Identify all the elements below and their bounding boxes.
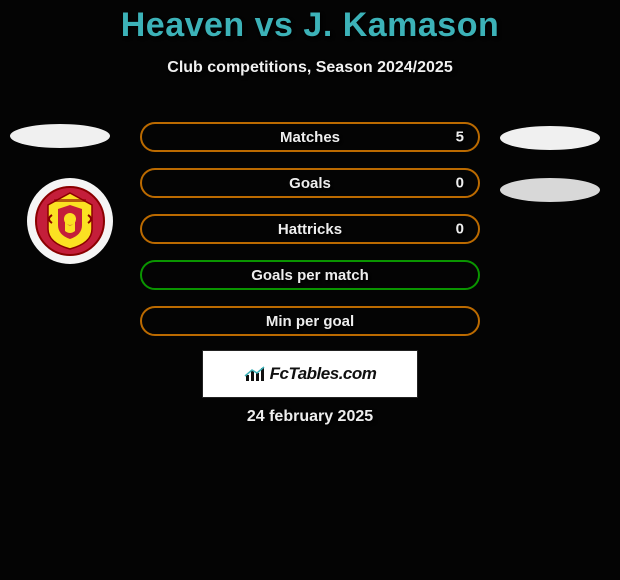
player-right-avatar-placeholder-2: [500, 178, 600, 202]
stat-row: Goals 0: [140, 168, 480, 198]
date-text: 24 february 2025: [0, 408, 620, 426]
stat-row: Min per goal: [140, 306, 480, 336]
stat-label: Goals: [289, 175, 331, 192]
stat-row: Matches 5: [140, 122, 480, 152]
stats-container: Matches 5 Goals 0 Hattricks 0 Goals per …: [140, 122, 480, 352]
stat-pill-matches: Matches 5: [140, 122, 480, 152]
player-left-avatar-placeholder: [10, 124, 110, 148]
bar-chart-icon: [244, 365, 266, 383]
stat-pill-min-per-goal: Min per goal: [140, 306, 480, 336]
stat-label: Goals per match: [251, 267, 369, 284]
stat-label: Min per goal: [266, 313, 354, 330]
logo-text: FcTables.com: [270, 364, 377, 384]
page-title: Heaven vs J. Kamason: [0, 0, 620, 45]
stat-pill-goals-per-match: Goals per match: [140, 260, 480, 290]
stat-row: Hattricks 0: [140, 214, 480, 244]
club-badge: [27, 178, 113, 264]
subtitle: Club competitions, Season 2024/2025: [0, 59, 620, 77]
stat-pill-goals: Goals 0: [140, 168, 480, 198]
stat-value: 0: [456, 175, 464, 192]
man-utd-crest-icon: [34, 185, 106, 257]
stat-label: Hattricks: [278, 221, 342, 238]
player-right-avatar-placeholder-1: [500, 126, 600, 150]
stat-value: 5: [456, 129, 464, 146]
fctables-logo: FcTables.com: [202, 350, 418, 398]
stat-label: Matches: [280, 129, 340, 146]
stat-pill-hattricks: Hattricks 0: [140, 214, 480, 244]
stat-value: 0: [456, 221, 464, 238]
stat-row: Goals per match: [140, 260, 480, 290]
